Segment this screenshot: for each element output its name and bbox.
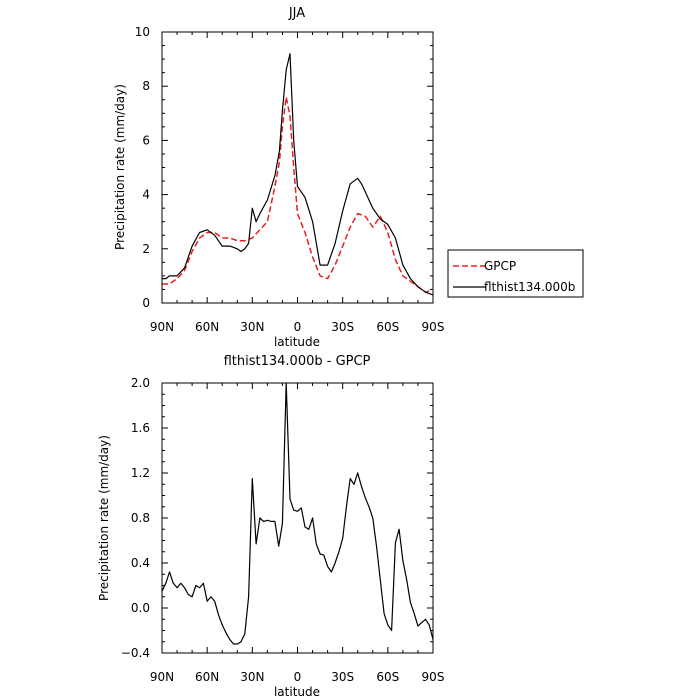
- bottom-plot-frame: [161, 382, 434, 654]
- x-tick-label: 60N: [195, 670, 219, 684]
- y-tick-label: 0.0: [131, 601, 150, 615]
- bottom-chart-title: flthist134.000b - GPCP: [224, 354, 371, 369]
- x-tick-label: 90N: [150, 320, 174, 334]
- legend-label-flthist: flthist134.000b: [484, 280, 575, 294]
- y-tick-label: 4: [142, 188, 150, 202]
- x-tick-label: 90S: [422, 320, 445, 334]
- x-tick-label: 30N: [240, 320, 264, 334]
- bottom-x-tick-labels: 90N 60N 30N 0 30S 60S 90S: [150, 670, 445, 684]
- legend-box: [447, 249, 584, 298]
- top-panel: JJA 90N 60N 30N 0 30S 60S 90S 0 2 4 6 8 10 latitude…: [113, 6, 444, 349]
- y-tick-label: 2: [142, 242, 150, 256]
- series-line-flthist134-000b: [162, 53, 434, 296]
- x-tick-label: 0: [294, 670, 302, 684]
- x-tick-label: 30S: [331, 670, 354, 684]
- top-y-tick-labels: 0 2 4 6 8 10: [135, 25, 150, 310]
- series-line-difference: [161, 382, 434, 645]
- top-series-group: [162, 53, 434, 296]
- x-tick-label: 60N: [195, 320, 219, 334]
- top-tick-marks: [161, 31, 434, 304]
- bottom-panel: flthist134.000b - GPCP 90N 60N 30N 0 30S 60S 9…: [97, 354, 444, 699]
- y-tick-label: 1.6: [131, 421, 150, 435]
- y-tick-label: 2.0: [131, 376, 150, 390]
- x-tick-label: 60S: [376, 670, 399, 684]
- x-tick-label: 30N: [240, 670, 264, 684]
- top-chart-title: JJA: [288, 6, 305, 21]
- y-tick-label: 1.2: [131, 466, 150, 480]
- y-tick-label: 0: [142, 296, 150, 310]
- y-tick-label: 0.4: [131, 556, 150, 570]
- top-x-tick-labels: 90N 60N 30N 0 30S 60S 90S: [150, 320, 445, 334]
- y-tick-label: 6: [142, 133, 150, 147]
- y-tick-label: 0.8: [131, 511, 150, 525]
- bottom-x-axis-label: latitude: [274, 685, 320, 699]
- top-y-axis-label: Precipitation rate (mm/day): [113, 84, 127, 250]
- y-tick-label: −0.4: [121, 646, 150, 660]
- top-x-axis-label: latitude: [274, 335, 320, 349]
- bottom-y-axis-label: Precipitation rate (mm/day): [97, 435, 111, 601]
- y-tick-label: 8: [142, 79, 150, 93]
- x-tick-label: 60S: [376, 320, 399, 334]
- x-tick-label: 90S: [422, 670, 445, 684]
- x-tick-label: 90N: [150, 670, 174, 684]
- x-tick-label: 30S: [331, 320, 354, 334]
- legend: GPCP flthist134.000b: [447, 249, 584, 298]
- bottom-y-tick-labels: −0.4 0.0 0.4 0.8 1.2 1.6 2.0: [121, 376, 150, 660]
- legend-label-gpcp: GPCP: [484, 259, 516, 273]
- series-line-gpcp: [162, 96, 434, 293]
- top-plot-frame: [161, 31, 434, 304]
- y-tick-label: 10: [135, 25, 150, 39]
- x-tick-label: 0: [294, 320, 302, 334]
- bottom-series-group: [161, 382, 434, 645]
